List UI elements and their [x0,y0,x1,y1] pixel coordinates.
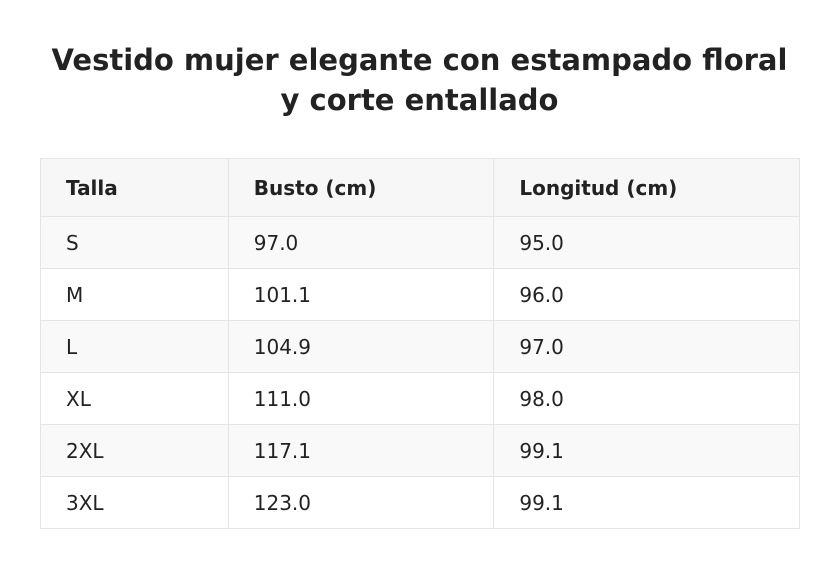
cell-size: 2XL [40,424,229,477]
table-row: M 101.1 96.0 [40,268,800,321]
header-length: Longitud (cm) [493,158,800,217]
cell-bust: 101.1 [227,268,495,321]
table-body: S 97.0 95.0 M 101.1 96.0 L 104.9 97.0 XL… [40,216,800,529]
page-title: Vestido mujer elegante con estampado flo… [51,43,788,117]
cell-length: 96.0 [493,268,800,321]
table-header: Talla Busto (cm) Longitud (cm) [40,158,800,217]
header-bust: Busto (cm) [227,158,495,217]
cell-size: 3XL [40,476,229,529]
header-row: Talla Busto (cm) Longitud (cm) [40,158,800,217]
table-row: 3XL 123.0 99.1 [40,476,800,529]
table-row: XL 111.0 98.0 [40,372,800,425]
table-row: S 97.0 95.0 [40,216,800,269]
cell-bust: 123.0 [227,476,495,529]
table-row: 2XL 117.1 99.1 [40,424,800,477]
cell-bust: 97.0 [227,216,495,269]
cell-size: S [40,216,229,269]
cell-size: L [40,320,229,373]
cell-length: 98.0 [493,372,800,425]
cell-length: 97.0 [493,320,800,373]
cell-bust: 111.0 [227,372,495,425]
table-row: L 104.9 97.0 [40,320,800,373]
cell-length: 99.1 [493,424,800,477]
cell-size: M [40,268,229,321]
cell-bust: 104.9 [227,320,495,373]
cell-size: XL [40,372,229,425]
cell-bust: 117.1 [227,424,495,477]
cell-length: 99.1 [493,476,800,529]
size-chart-table: Talla Busto (cm) Longitud (cm) S 97.0 95… [40,158,800,529]
header-size: Talla [40,158,229,217]
cell-length: 95.0 [493,216,800,269]
